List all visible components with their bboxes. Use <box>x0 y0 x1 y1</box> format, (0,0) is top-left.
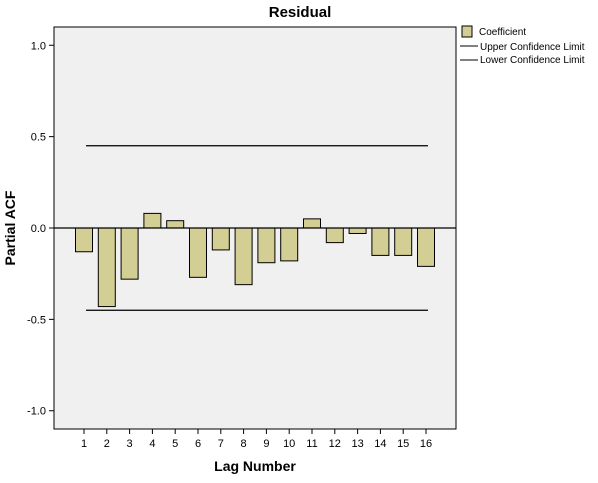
x-tick-label: 4 <box>149 438 155 450</box>
x-tick-label: 8 <box>241 438 247 450</box>
coefficient-bar <box>75 227 93 253</box>
coefficient-bar <box>280 227 299 262</box>
x-tick-label: 7 <box>218 438 224 450</box>
y-tick-label: 0.0 <box>31 223 46 235</box>
x-tick-label: 5 <box>172 438 178 450</box>
coefficient-bar <box>211 227 230 251</box>
coefficient-bar <box>97 227 116 308</box>
coefficient-bar <box>120 227 139 280</box>
x-tick-label: 3 <box>127 438 133 450</box>
legend-label-coefficient: Coefficient <box>479 27 526 38</box>
x-axis: 1 2 3 4 5 6 7 8 9 10 11 12 13 14 15 16 <box>81 429 432 450</box>
y-tick-label: -1.0 <box>27 406 46 418</box>
coefficient-bar <box>325 227 344 244</box>
y-tick-label: 0.5 <box>31 132 46 144</box>
bar-series <box>54 212 456 308</box>
y-tick-label: 1.0 <box>31 40 46 52</box>
y-axis: 1.0 0.5 0.0 -0.5 -1.0 <box>27 40 54 418</box>
coefficient-bar <box>417 227 435 267</box>
x-tick-label: 10 <box>283 438 295 450</box>
x-tick-label: 11 <box>306 438 317 450</box>
confidence-limits <box>86 145 428 311</box>
coefficient-bar <box>257 227 276 264</box>
x-tick-label: 16 <box>420 438 432 450</box>
chart-title: Residual <box>269 4 332 21</box>
y-axis-title: Partial ACF <box>2 190 18 265</box>
x-tick-label: 12 <box>329 438 341 450</box>
coefficient-bar <box>166 220 185 229</box>
coefficient-bar <box>348 227 367 234</box>
x-tick-label: 1 <box>81 438 87 450</box>
x-tick-label: 15 <box>397 438 409 450</box>
x-tick-label: 9 <box>263 438 269 450</box>
legend-swatch-coefficient <box>461 25 473 38</box>
coefficient-bar <box>234 227 253 286</box>
coefficient-bar <box>189 227 207 278</box>
coefficient-bar <box>303 218 321 229</box>
x-tick-label: 2 <box>104 438 110 450</box>
x-axis-title: Lag Number <box>214 458 296 474</box>
x-tick-label: 6 <box>195 438 201 450</box>
coefficient-bar <box>143 212 162 229</box>
y-tick-label: -0.5 <box>27 314 46 326</box>
legend-label-lower: Lower Confidence Limit <box>480 55 585 66</box>
coefficient-bar <box>394 227 413 256</box>
x-tick-label: 14 <box>374 438 386 450</box>
legend-label-upper: Upper Confidence Limit <box>480 42 585 53</box>
legend: Coefficient Upper Confidence Limit Lower… <box>460 25 585 66</box>
coefficient-bar <box>371 227 390 256</box>
x-tick-label: 13 <box>351 438 363 450</box>
